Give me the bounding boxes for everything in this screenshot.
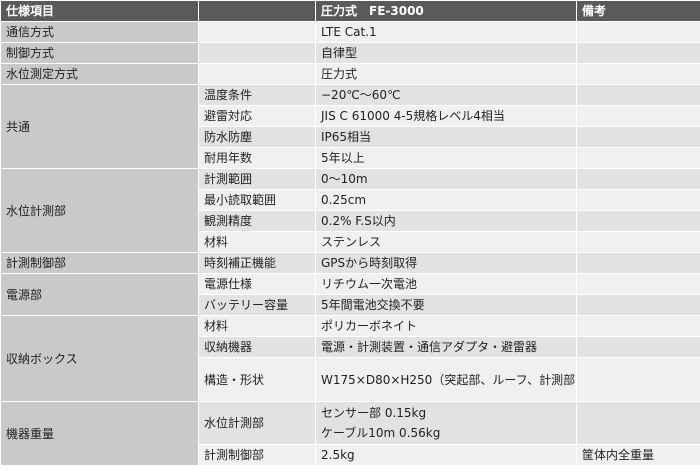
group-label-meas-control: 計測制御部 <box>0 252 199 274</box>
cell-empty <box>576 147 700 169</box>
note-control <box>576 42 700 64</box>
table-row: 最小読取範囲 0.25cm <box>1 189 700 211</box>
sub-label-devices: 収納機器 <box>198 336 316 358</box>
cell-empty <box>198 63 316 85</box>
value-clock: GPSから時刻取得 <box>315 252 577 274</box>
table-row: 水位測定方式 圧力式 <box>0 63 700 85</box>
sub-label-material: 材料 <box>198 231 316 253</box>
header-note: 備考 <box>576 0 700 22</box>
sub-label-weight-water-level: 水位計測部 <box>198 401 316 445</box>
value-weight-water-level: センサー部 0.15kg ケーブル10m 0.56kg <box>315 401 577 445</box>
table-row: 電源部 電源仕様 リチウム一次電池 <box>0 273 700 316</box>
value-min-read: 0.25cm <box>315 189 577 211</box>
value-battery: 5年間電池交換不要 <box>315 294 577 316</box>
sub-label-power-spec: 電源仕様 <box>198 273 316 295</box>
value-method: 圧力式 <box>315 63 577 85</box>
cell-empty <box>576 231 700 253</box>
group-label-common: 共通 <box>0 84 199 169</box>
cell-empty <box>576 105 700 127</box>
table-row: 防水防塵 IP65相当 <box>1 126 700 148</box>
row-label-control: 制御方式 <box>0 42 199 64</box>
header-model: 圧力式 FE-3000 <box>315 0 577 22</box>
value-weight-control: 2.5kg <box>315 444 577 466</box>
cell-empty <box>576 273 700 295</box>
table-row: 構造・形状 W175×D80×H250（突起部、ルーフ、計測部除く） <box>1 357 700 402</box>
table-row: 制御方式 自律型 <box>0 42 700 64</box>
table-row: 観測精度 0.2% F.S以内 <box>1 210 700 232</box>
value-material: ステンレス <box>315 231 577 253</box>
cell-empty <box>576 336 700 358</box>
value-structure: W175×D80×H250（突起部、ルーフ、計測部除く） <box>315 357 577 402</box>
cell-empty <box>576 357 700 402</box>
value-accuracy: 0.2% F.S以内 <box>315 210 577 232</box>
table-row: 収納ボックス 材料 ポリカーボネイト <box>0 315 700 402</box>
table-row: 水位計測部 計測範囲 0〜10m <box>0 168 700 253</box>
header-item: 仕様項目 <box>0 0 199 22</box>
cell-empty <box>576 401 700 445</box>
note-weight-control: 筐体内全重量 <box>576 444 700 466</box>
note-comm <box>576 21 700 43</box>
table-row: 収納機器 電源・計測装置・通信アダプタ・避雷器 <box>1 336 700 358</box>
value-sensor-weight: センサー部 0.15kg <box>321 406 427 420</box>
header-sub <box>198 0 316 22</box>
value-comm: LTE Cat.1 <box>315 21 577 43</box>
group-label-weight: 機器重量 <box>0 401 199 466</box>
cell-empty <box>576 252 700 274</box>
table-row: 材料 ステンレス <box>1 231 700 253</box>
sub-label-waterproof: 防水防塵 <box>198 126 316 148</box>
table-header: 仕様項目 圧力式 FE-3000 備考 <box>0 0 700 22</box>
table-row: 通信方式 LTE Cat.1 <box>0 21 700 43</box>
table-row: 耐用年数 5年以上 <box>1 147 700 169</box>
value-lightning: JIS C 61000 4-5規格レベル4相当 <box>315 105 577 127</box>
table-row: 計測制御部 時刻補正機能 GPSから時刻取得 <box>0 252 700 274</box>
sub-label-temp: 温度条件 <box>198 84 316 106</box>
value-control: 自律型 <box>315 42 577 64</box>
cell-empty <box>576 84 700 106</box>
table-row: 機器重量 水位計測部 センサー部 0.15kg ケーブル10m 0.56kg <box>0 401 700 466</box>
cell-empty <box>576 168 700 190</box>
sub-label-lightning: 避雷対応 <box>198 105 316 127</box>
cell-empty <box>576 294 700 316</box>
sub-label-accuracy: 観測精度 <box>198 210 316 232</box>
group-label-box: 収納ボックス <box>0 315 199 402</box>
row-label-comm: 通信方式 <box>0 21 199 43</box>
value-box-material: ポリカーボネイト <box>315 315 577 337</box>
value-waterproof: IP65相当 <box>315 126 577 148</box>
value-temp: −20℃〜60℃ <box>315 84 577 106</box>
sub-label-structure: 構造・形状 <box>198 357 316 402</box>
sub-label-range: 計測範囲 <box>198 168 316 190</box>
cell-empty <box>198 42 316 64</box>
cell-empty <box>576 210 700 232</box>
note-method <box>576 63 700 85</box>
sub-label-min-read: 最小読取範囲 <box>198 189 316 211</box>
row-label-method: 水位測定方式 <box>0 63 199 85</box>
value-cable-weight: ケーブル10m 0.56kg <box>321 426 441 440</box>
group-label-water-level: 水位計測部 <box>0 168 199 253</box>
sub-label-life: 耐用年数 <box>198 147 316 169</box>
group-label-power: 電源部 <box>0 273 199 316</box>
table-row: 共通 温度条件 −20℃〜60℃ <box>0 84 700 169</box>
table-row: 計測制御部 2.5kg 筐体内全重量 <box>1 444 700 466</box>
cell-empty <box>576 189 700 211</box>
table-row: 避雷対応 JIS C 61000 4-5規格レベル4相当 <box>1 105 700 127</box>
sub-label-battery: バッテリー容量 <box>198 294 316 316</box>
value-power-spec: リチウム一次電池 <box>315 273 577 295</box>
value-life: 5年以上 <box>315 147 577 169</box>
sub-label-box-material: 材料 <box>198 315 316 337</box>
cell-empty <box>198 21 316 43</box>
value-devices: 電源・計測装置・通信アダプタ・避雷器 <box>315 336 577 358</box>
cell-empty <box>576 315 700 337</box>
value-range: 0〜10m <box>315 168 577 190</box>
sub-label-weight-control: 計測制御部 <box>198 444 316 466</box>
cell-empty <box>576 126 700 148</box>
sub-label-clock: 時刻補正機能 <box>198 252 316 274</box>
